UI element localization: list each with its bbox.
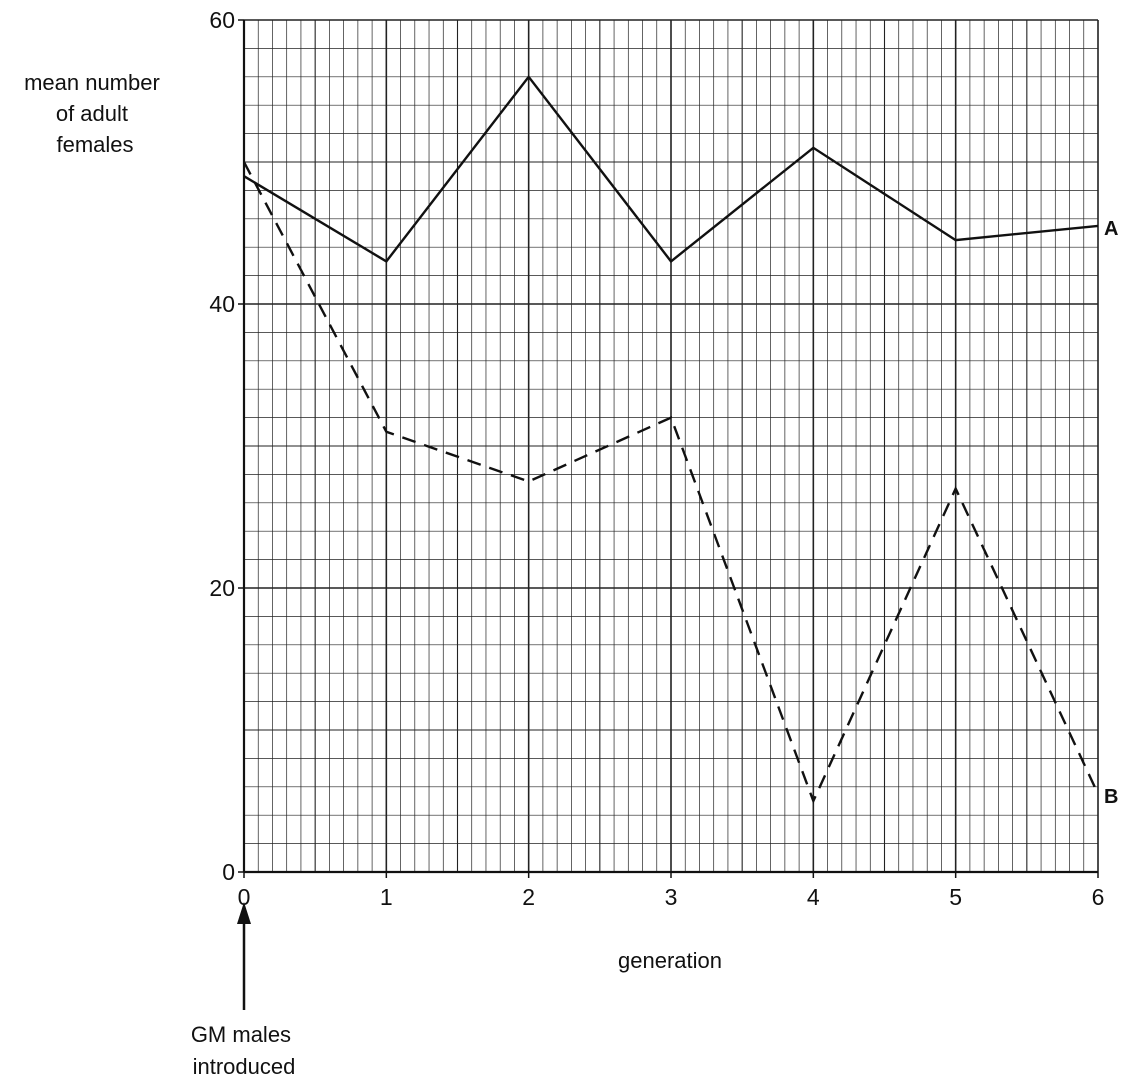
x-tick-label: 5 [949, 884, 962, 910]
x-tick-label: 6 [1092, 884, 1105, 910]
x-axis-label: generation [618, 948, 722, 973]
y-tick-label: 20 [209, 575, 235, 601]
x-tick-label: 3 [665, 884, 678, 910]
annotation-text-line-1: GM males [191, 1022, 291, 1047]
y-axis-label-line-1: mean number [24, 70, 160, 95]
x-tick-label: 2 [522, 884, 535, 910]
y-tick-label: 0 [222, 859, 235, 885]
gm-males-annotation: GM males introduced [191, 902, 297, 1079]
series-lines: AB [242, 74, 1118, 808]
y-axis-label-line-2: of adult [56, 101, 128, 126]
series-line-B [242, 161, 1100, 805]
annotation-text: GM males introduced [191, 1022, 297, 1079]
x-tick-label: 4 [807, 884, 820, 910]
series-line-A [243, 74, 1099, 264]
x-tick-label: 0 [238, 884, 251, 910]
y-axis-label-line-3: females [56, 132, 133, 157]
series-label-B: B [1104, 786, 1118, 808]
chart-grid [243, 19, 1099, 873]
y-tick-label: 60 [209, 7, 235, 33]
y-axis-label: mean number of adult females [24, 70, 166, 157]
series-label-A: A [1104, 218, 1118, 240]
y-tick-label: 40 [209, 291, 235, 317]
annotation-text-line-2: introduced [193, 1054, 296, 1079]
x-tick-label: 1 [380, 884, 393, 910]
arrow-up-icon [237, 902, 251, 924]
